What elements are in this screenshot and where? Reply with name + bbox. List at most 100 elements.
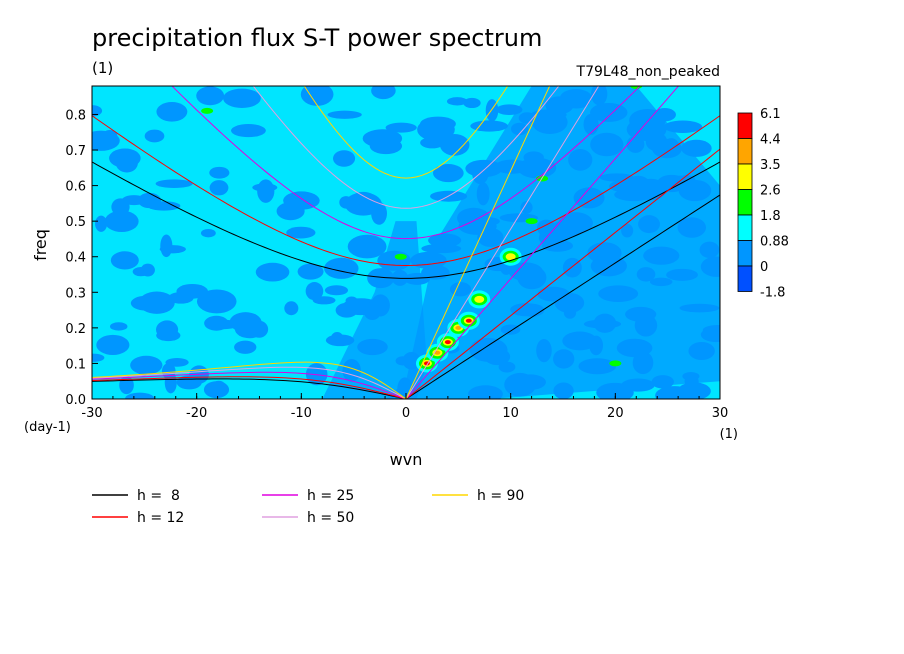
legend: h = 8 h = 12 h = 25 h = 50 h = 90 [92,488,524,526]
low-power-patch [209,180,229,196]
rossby-curve [92,366,407,399]
low-power-patch [144,129,165,143]
high-power-speck [525,218,538,225]
high-power-speck [394,253,407,260]
low-power-patch [92,130,120,151]
colorbar: 6.1 4.4 3.5 2.6 1.8 0.88 0 -1.8 [737,107,789,301]
peak-core [465,318,472,323]
x-axis: -30 -20 -10 0 10 20 30 [81,393,728,421]
low-power-patch [92,353,105,362]
low-power-patch [156,102,188,122]
low-power-patch [300,86,334,106]
colorbar-swatch [737,138,753,165]
x-tick-label: -10 [291,406,312,421]
low-power-patch [417,118,455,141]
low-power-patch [286,226,316,239]
y-axis-label: freq [31,229,50,261]
low-power-patch [297,263,324,280]
rossby-curve [92,376,407,399]
low-power-patch [345,296,358,305]
kelvin-curve [405,194,720,399]
colorbar-swatch [737,214,753,241]
colorbar-label: 6.1 [760,107,781,122]
y-tick-label: 0.8 [65,108,86,123]
low-power-patch [439,134,470,156]
kelvin-curve [405,148,720,399]
low-power-patch [104,210,139,233]
y-tick-label: 0.0 [65,393,86,408]
y-units-label: (day-1) [24,420,71,435]
x-tick-label: -20 [186,406,207,421]
low-power-patch [327,110,362,119]
low-power-patch [446,97,468,106]
low-power-patch [231,124,266,138]
colorbar-label: 3.5 [760,158,781,173]
x-units-label: (1) [720,427,738,442]
low-power-patch [255,262,290,282]
units-label: (1) [92,59,113,77]
x-tick-label: -30 [81,406,102,421]
low-power-patch [210,380,227,397]
low-power-patch [130,295,161,311]
high-power-speck [201,107,214,114]
low-power-patch [229,312,262,333]
low-power-patch [371,86,396,100]
gravity-curve [92,161,720,279]
low-power-patch [433,164,464,183]
low-power-patch [347,234,387,259]
low-power-patch [140,263,155,277]
colorbar-label: 1.8 [760,209,781,224]
low-power-patch [257,179,275,203]
experiment-label: T79L48_non_peaked [576,64,720,80]
rossby-curve [92,371,407,399]
x-tick-label: 30 [712,406,729,421]
rossby-curve [92,378,407,399]
low-power-patch [110,251,139,270]
y-tick-label: 0.4 [65,251,86,266]
gravity-curve [171,86,641,240]
low-power-patch [92,105,103,117]
low-power-patch [362,129,403,148]
gravity-curve [303,86,509,179]
colorbar-label: 0 [760,260,768,275]
y-tick-label: 0.2 [65,322,86,337]
colorbar-swatch [737,240,753,267]
low-power-patch [125,392,155,399]
colorbar-label: 0.88 [760,235,789,250]
low-power-patch [463,97,481,109]
x-axis-label: wvn [390,450,423,469]
low-power-patch [176,283,208,299]
x-tick-label: 0 [402,406,410,421]
low-power-patch [136,359,150,377]
kelvin-curve [405,86,600,399]
colorbar-label: -1.8 [760,286,785,301]
kelvin-curve [405,86,680,399]
low-power-patch [324,285,349,296]
legend-label: h = 8 [137,488,180,504]
low-power-patch [339,196,353,209]
low-power-patch [196,86,225,106]
gravity-curve [252,86,560,209]
low-power-patch [223,88,261,109]
rossby-curve [92,361,407,399]
y-tick-label: 0.3 [65,286,86,301]
colorbar-label: 4.4 [760,133,781,148]
low-power-patch [324,257,359,279]
low-power-patch [305,282,324,301]
low-power-patch [344,192,382,216]
legend-label: h = 12 [137,510,184,526]
colorbar-label: 2.6 [760,184,781,199]
low-power-patch [200,228,216,238]
low-power-patch [312,296,336,305]
low-power-patch [156,320,179,339]
low-power-patch [655,386,694,399]
low-power-patch [335,302,358,318]
low-power-patch [155,179,193,188]
low-power-patch [234,340,257,354]
low-power-patch [147,201,181,211]
y-tick-label: 0.5 [65,215,86,230]
low-power-patch [109,322,128,331]
peak-core [434,350,441,355]
legend-label: h = 25 [307,488,354,504]
